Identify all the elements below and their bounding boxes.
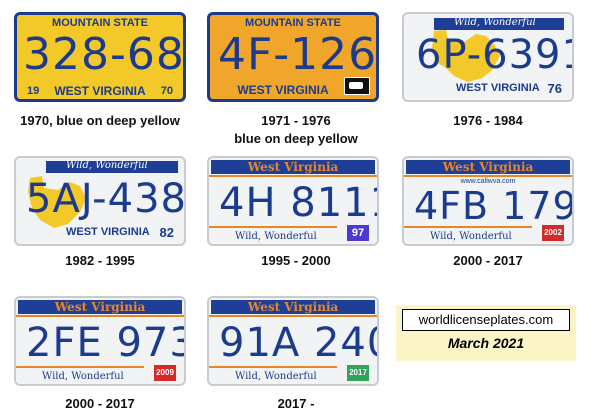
plate-state: WEST VIRGINIA: [54, 84, 146, 98]
plate-number: 2FE 973: [26, 320, 186, 366]
credit-site: worldlicenseplates.com: [402, 309, 570, 331]
header-band: [406, 160, 570, 174]
header-stripe: [209, 315, 377, 317]
caption-2017: 2017 -: [277, 396, 315, 411]
plate-number: 5AJ-438: [26, 176, 186, 222]
plate-year-right: 70: [160, 85, 173, 97]
plate-top-text: MOUNTAIN STATE: [52, 17, 148, 29]
header-band: [434, 18, 564, 30]
footer-stripe: [16, 366, 144, 368]
plate-year-left: 19: [27, 85, 40, 97]
plate-bottom-text: Wild, Wonderful: [235, 231, 317, 242]
plate-state: WEST VIRGINIA: [456, 82, 540, 94]
plate-year: 76: [547, 81, 562, 96]
plate-url: www.callwva.com: [460, 178, 516, 185]
plate-top-text: Wild, Wonderful: [66, 160, 148, 171]
header-band: [18, 300, 182, 314]
plate-top-text: West Virginia: [54, 300, 146, 314]
header-band: [211, 300, 375, 314]
plate-top-text: Wild, Wonderful: [454, 17, 536, 28]
header-stripe: [16, 315, 184, 317]
plate-top-text: West Virginia: [247, 160, 339, 174]
plate-1995-2000: West Virginia 4H 8111 Wild, Wonderful 97: [207, 156, 379, 246]
plate-state: WEST VIRGINIA: [237, 83, 329, 97]
plate-number: 4F-1265: [218, 29, 378, 80]
caption-1970: 1970, blue on deep yellow: [20, 113, 180, 128]
header-band: [211, 160, 375, 174]
plate-1971-1976: MOUNTAIN STATE 4F-1265 WEST VIRGINIA: [207, 12, 379, 102]
sticker-emblem-icon: [349, 82, 363, 89]
registration-sticker: 97: [347, 225, 369, 241]
caption-1976-1984: 1976 - 1984: [453, 113, 523, 128]
caption-1971-1976-line1: 1971 - 1976: [261, 113, 331, 128]
plate-1976-1984: Wild, Wonderful 6P-6391 WEST VIRGINIA 76: [402, 12, 574, 102]
header-stripe: [209, 175, 377, 177]
caption-2000-2017-b: 2000 - 2017: [65, 396, 135, 411]
plate-number: 6P-6391: [416, 32, 574, 78]
plate-top-text: West Virginia: [442, 160, 534, 174]
footer-stripe: [209, 226, 337, 228]
plate-state: WEST VIRGINIA: [66, 226, 150, 238]
caption-1982-1995: 1982 - 1995: [65, 253, 135, 268]
plate-1970: MOUNTAIN STATE 328-684 19 WEST VIRGINIA …: [14, 12, 186, 102]
plate-2000-2017-b: West Virginia 2FE 973 Wild, Wonderful 20…: [14, 296, 186, 386]
registration-sticker: 2002: [542, 225, 564, 241]
registration-sticker: 2017: [347, 365, 369, 381]
footer-stripe: [209, 366, 337, 368]
registration-sticker: 2009: [154, 365, 176, 381]
plate-1982-1995: Wild, Wonderful 5AJ-438 WEST VIRGINIA 82: [14, 156, 186, 246]
plate-number: 4H 8111: [219, 180, 379, 226]
plate-top-text: MOUNTAIN STATE: [245, 17, 341, 29]
plate-bottom-text: Wild, Wonderful: [42, 371, 124, 382]
plate-number: 328-684: [23, 29, 185, 80]
plate-top-text: West Virginia: [247, 300, 339, 314]
plate-bottom-text: Wild, Wonderful: [235, 371, 317, 382]
plate-year: 82: [159, 225, 174, 240]
header-stripe: [404, 175, 572, 177]
plate-2017: West Virginia 91A 240 Wild, Wonderful 20…: [207, 296, 379, 386]
registration-sticker: [344, 77, 370, 95]
state-map-icon: [28, 176, 86, 228]
state-map-icon: [432, 30, 500, 82]
caption-1995-2000: 1995 - 2000: [261, 253, 331, 268]
plate-number: 4FB 179: [414, 184, 574, 228]
header-band: [46, 161, 178, 173]
caption-2000-2017-a: 2000 - 2017: [453, 253, 523, 268]
credit-date: March 2021: [447, 335, 525, 351]
plate-bottom-text: Wild, Wonderful: [430, 231, 512, 242]
plate-number: 91A 240: [219, 320, 379, 366]
footer-stripe: [404, 226, 532, 228]
caption-1971-1976-line2: blue on deep yellow: [234, 131, 358, 146]
plate-2000-2017-a: West Virginia www.callwva.com 4FB 179 Wi…: [402, 156, 574, 246]
